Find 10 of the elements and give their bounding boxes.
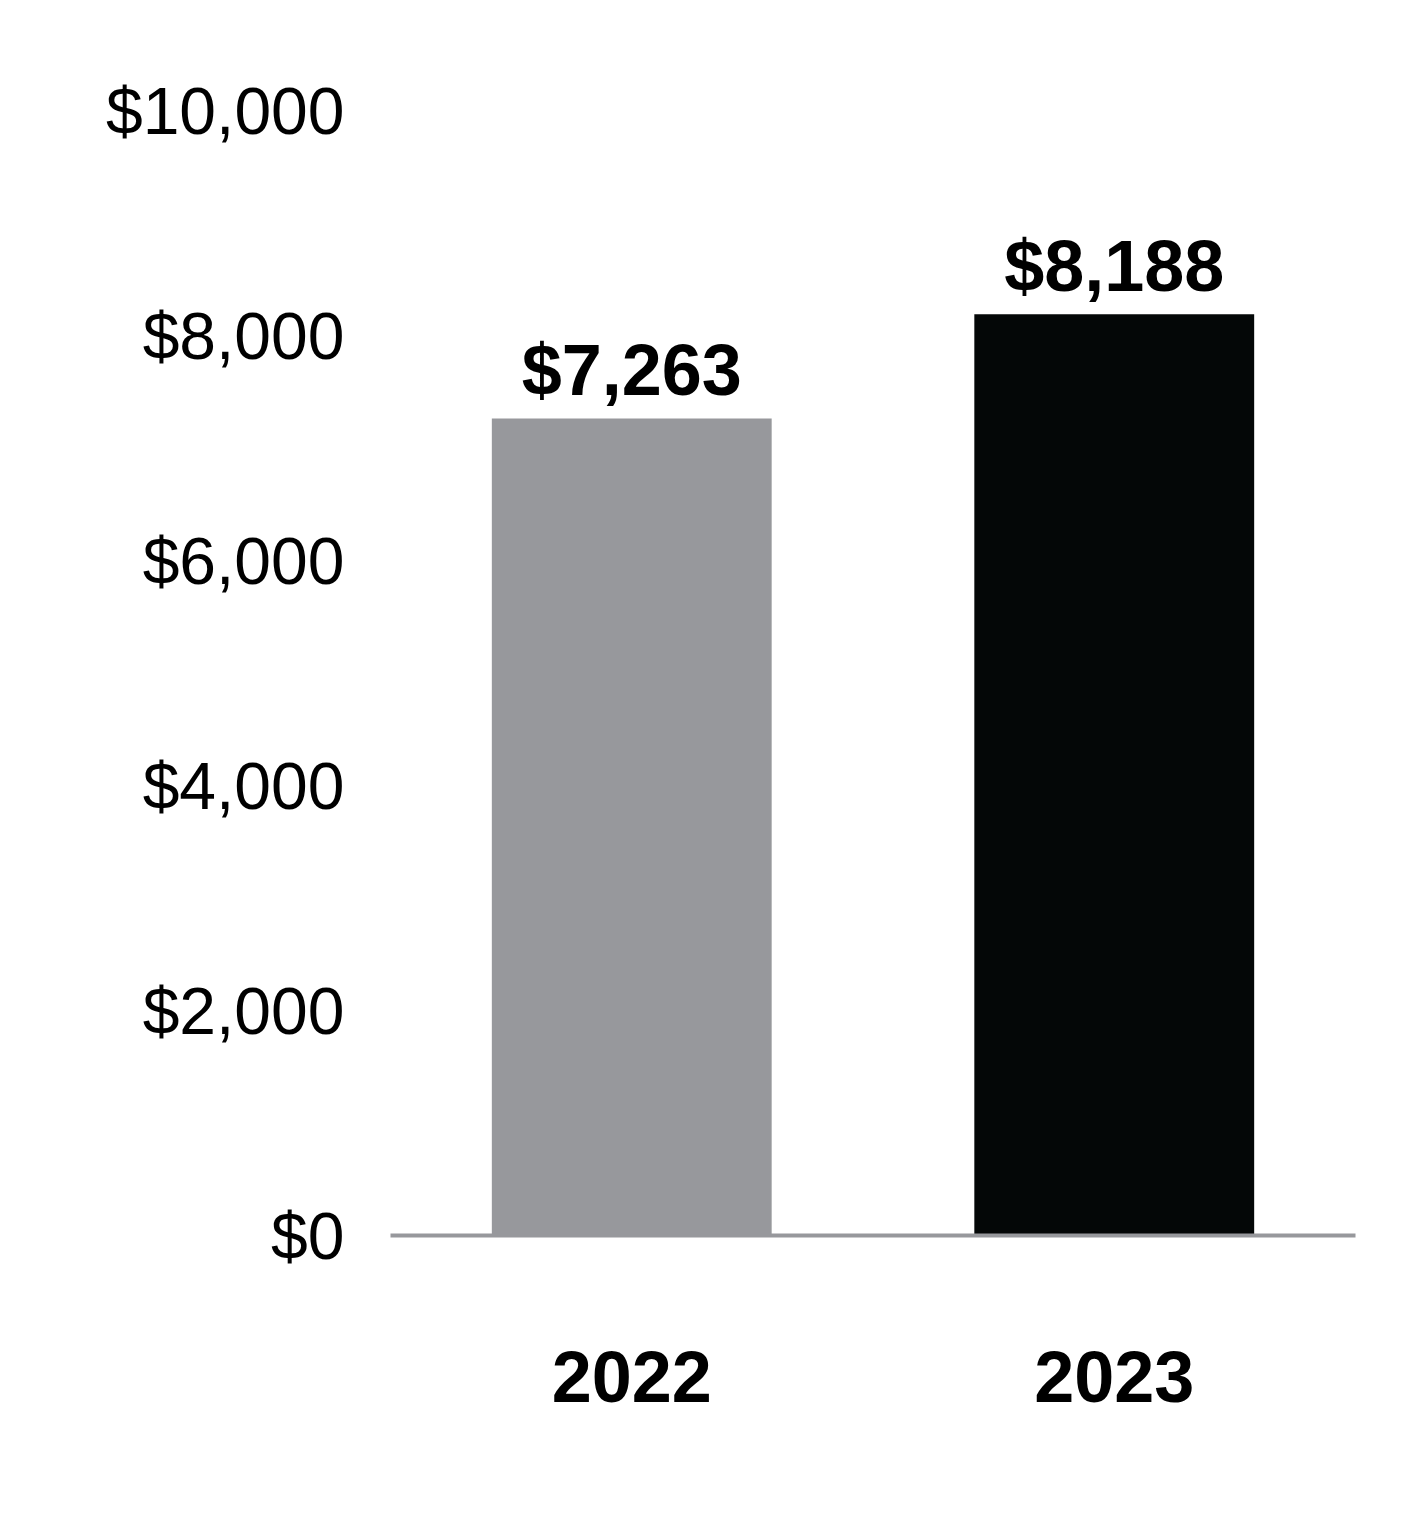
y-tick-label: $0: [271, 1198, 345, 1273]
y-tick-label: $4,000: [142, 748, 345, 823]
data-label: $8,188: [1004, 226, 1225, 307]
x-tick-label: 2022: [551, 1336, 712, 1417]
y-tick-label: $8,000: [142, 298, 345, 373]
x-tick-label: 2023: [1034, 1336, 1195, 1417]
y-tick-label: $10,000: [105, 73, 345, 148]
data-label: $7,263: [521, 330, 742, 411]
y-tick-label: $2,000: [142, 973, 345, 1048]
y-tick-label: $6,000: [142, 523, 345, 598]
